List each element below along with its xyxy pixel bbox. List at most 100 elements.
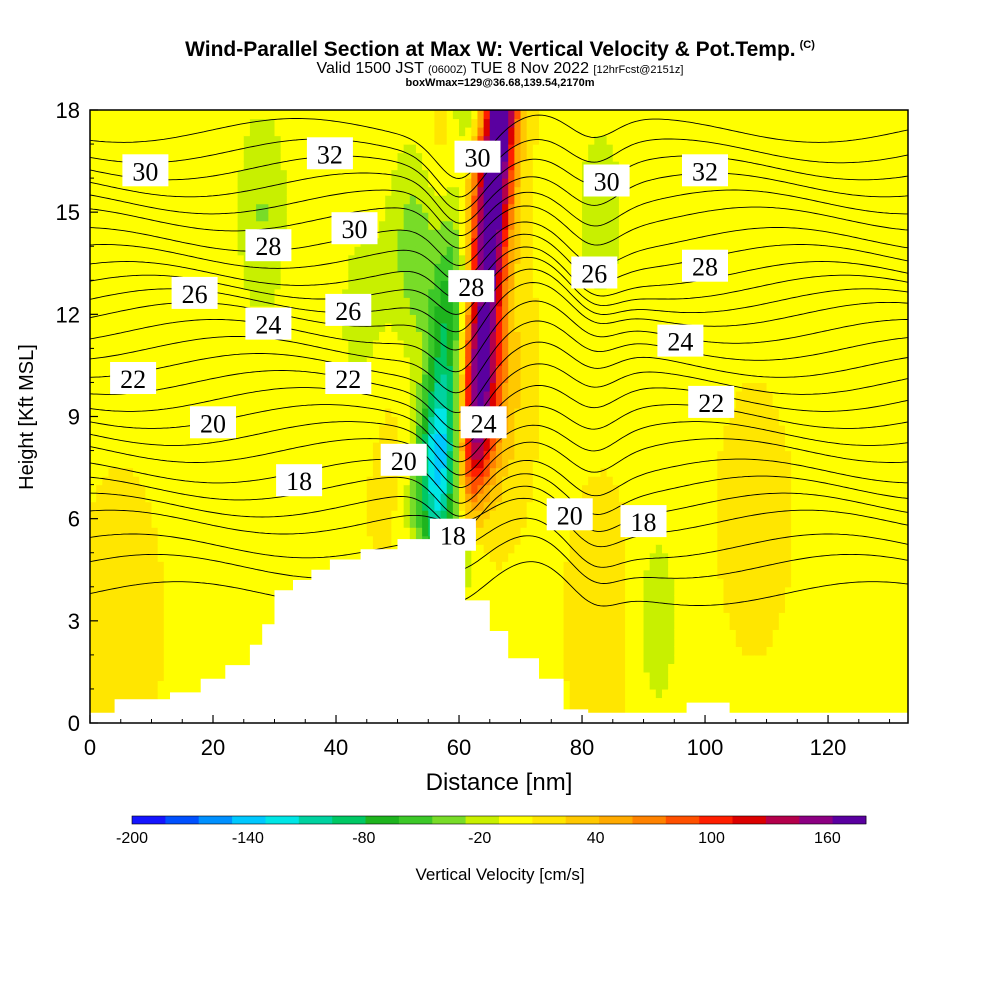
w-cell — [440, 280, 448, 290]
w-cell — [213, 152, 220, 162]
w-cell — [163, 425, 171, 435]
w-cell — [305, 314, 313, 324]
w-cell — [108, 569, 116, 579]
w-cell — [169, 135, 177, 145]
w-cell — [415, 322, 423, 332]
w-cell — [157, 407, 165, 418]
w-cell — [366, 288, 374, 298]
w-cell — [434, 297, 442, 307]
w-cell — [459, 237, 466, 247]
w-cell — [262, 118, 269, 128]
w-cell — [311, 178, 319, 188]
w-cell — [280, 416, 288, 426]
w-cell — [409, 365, 417, 375]
w-cell — [102, 195, 110, 205]
w-cell — [225, 229, 233, 239]
w-cell — [336, 254, 343, 264]
w-cell — [126, 603, 134, 613]
w-cell — [323, 535, 331, 545]
w-cell — [434, 127, 442, 137]
w-cell — [483, 246, 491, 256]
w-cell — [360, 399, 368, 409]
w-cell — [440, 237, 448, 247]
w-cell — [323, 263, 331, 273]
w-cell — [502, 510, 509, 520]
w-cell — [102, 646, 110, 656]
w-cell — [292, 501, 300, 511]
w-cell — [311, 110, 319, 120]
w-cell — [483, 110, 491, 120]
w-cell — [213, 527, 220, 537]
w-cell — [169, 484, 177, 494]
w-cell — [299, 493, 306, 503]
w-cell — [489, 510, 497, 520]
w-cell — [489, 382, 497, 392]
w-cell — [422, 280, 429, 290]
w-cell — [90, 365, 97, 375]
w-cell — [489, 212, 497, 222]
w-cell — [163, 569, 171, 579]
w-cell — [126, 654, 134, 664]
w-cell — [342, 527, 349, 537]
w-cell — [114, 586, 122, 596]
w-cell — [126, 416, 134, 426]
w-cell — [151, 612, 159, 622]
w-cell — [225, 348, 233, 358]
w-cell — [465, 135, 472, 145]
w-cell — [133, 331, 140, 341]
w-cell — [133, 220, 140, 230]
w-cell — [385, 322, 392, 332]
w-cell — [90, 331, 97, 341]
w-cell — [145, 484, 153, 494]
w-cell — [151, 220, 159, 230]
w-cell — [403, 331, 411, 341]
w-cell — [434, 135, 442, 145]
w-cell — [391, 527, 399, 537]
w-cell — [90, 680, 97, 690]
w-cell — [120, 629, 128, 639]
w-cell — [213, 271, 220, 281]
w-cell — [188, 382, 196, 392]
w-cell — [446, 127, 454, 137]
w-cell — [280, 535, 288, 545]
w-cell — [225, 314, 233, 324]
w-cell — [305, 561, 313, 571]
w-cell — [502, 118, 509, 128]
w-cell — [489, 322, 497, 332]
w-cell — [256, 629, 263, 639]
w-cell — [231, 518, 239, 528]
w-cell — [231, 144, 239, 154]
w-cell — [249, 518, 257, 528]
w-cell — [274, 535, 282, 545]
w-cell — [243, 493, 251, 503]
w-cell — [305, 459, 313, 469]
w-cell — [403, 314, 411, 324]
w-cell — [508, 535, 515, 545]
w-cell — [403, 220, 411, 230]
w-cell — [114, 118, 122, 128]
w-cell — [231, 271, 239, 281]
w-cell — [489, 552, 497, 562]
w-cell — [102, 373, 110, 384]
w-cell — [102, 212, 110, 222]
w-cell — [366, 476, 374, 486]
w-cell — [96, 127, 103, 137]
w-cell — [163, 527, 171, 537]
w-cell — [176, 467, 183, 477]
w-cell — [249, 382, 257, 392]
w-cell — [299, 390, 306, 401]
w-cell — [452, 365, 460, 375]
w-cell — [145, 288, 153, 298]
w-cell — [194, 620, 202, 630]
w-cell — [311, 271, 319, 281]
w-cell — [90, 552, 97, 562]
w-cell — [342, 246, 349, 256]
w-cell — [502, 195, 509, 205]
w-cell — [194, 373, 202, 384]
w-cell — [163, 688, 171, 699]
w-cell — [188, 365, 196, 375]
w-cell — [422, 501, 429, 511]
w-cell — [502, 237, 509, 247]
w-cell — [508, 586, 515, 596]
w-cell — [256, 518, 263, 528]
